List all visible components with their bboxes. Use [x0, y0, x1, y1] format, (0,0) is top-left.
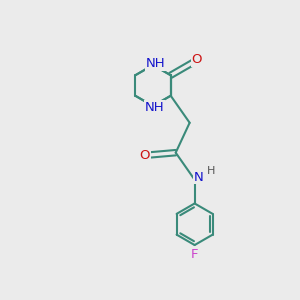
Text: N: N — [194, 171, 203, 184]
Text: NH: NH — [146, 57, 165, 70]
Text: NH: NH — [145, 101, 164, 114]
Text: H: H — [207, 166, 215, 176]
Text: F: F — [191, 248, 198, 260]
Text: O: O — [140, 148, 150, 162]
Text: O: O — [192, 53, 202, 66]
